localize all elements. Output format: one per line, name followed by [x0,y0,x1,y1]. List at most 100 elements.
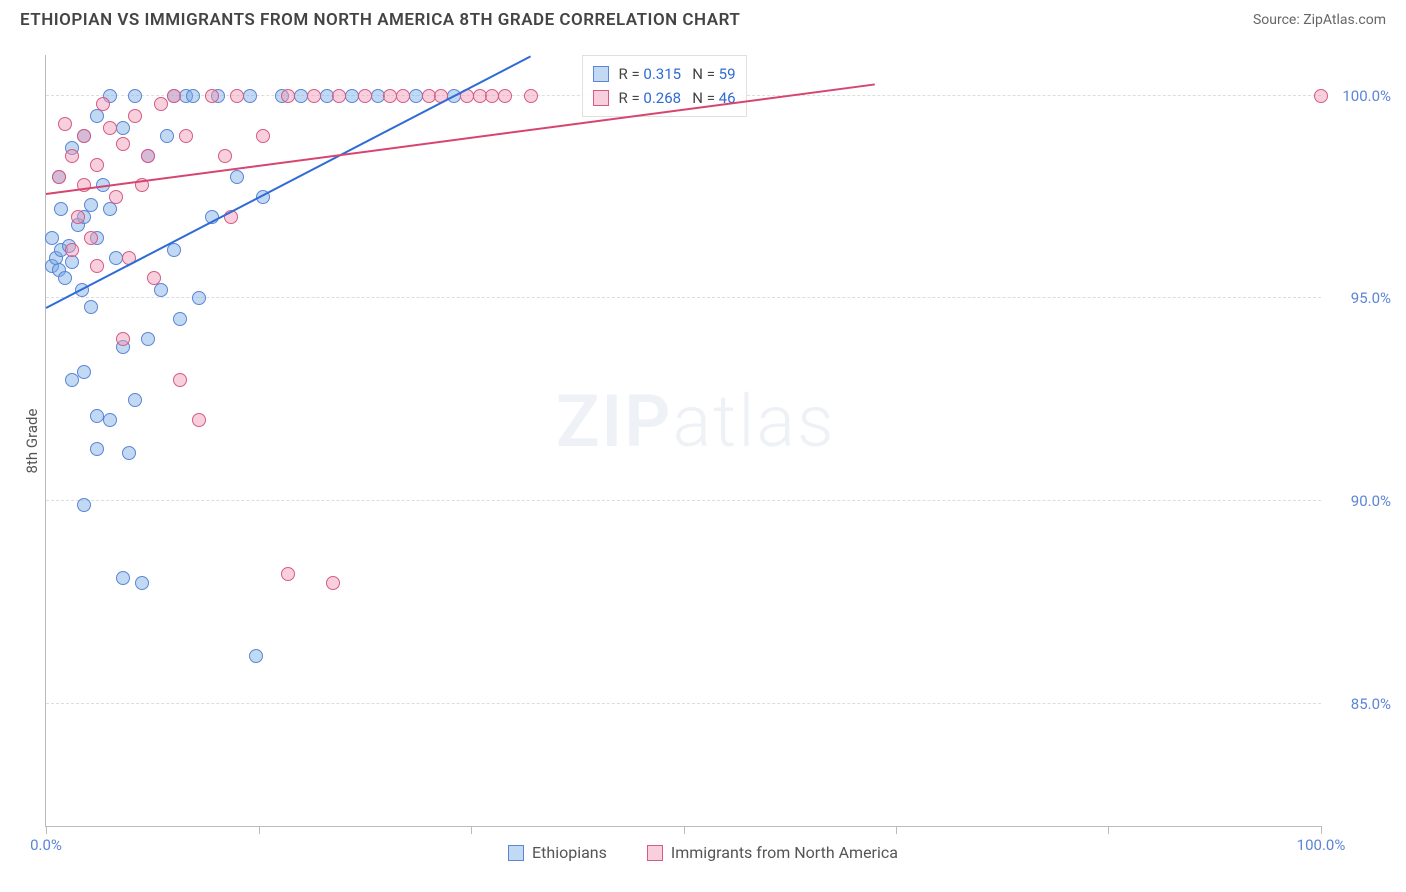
scatter-point [326,576,340,590]
scatter-point [230,89,244,103]
y-axis-label: 8th Grade [23,409,41,474]
scatter-point [116,332,130,346]
scatter-point [84,231,98,245]
x-tick [259,826,260,834]
scatter-point [154,97,168,111]
scatter-point [167,89,181,103]
scatter-point [103,202,117,216]
stats-row: R = 0.315 N = 59 [593,62,736,86]
source-attribution: Source: ZipAtlas.com [1253,12,1386,28]
legend-swatch [647,845,663,861]
bottom-legend: Ethiopians Immigrants from North America [0,843,1406,862]
scatter-point [109,190,123,204]
scatter-point [1314,89,1328,103]
scatter-point [65,149,79,163]
stats-text: R = 0.315 N = 59 [619,62,736,86]
scatter-point [256,129,270,143]
scatter-point [116,121,130,135]
scatter-point [90,442,104,456]
scatter-point [173,373,187,387]
scatter-point [84,300,98,314]
scatter-point [103,413,117,427]
scatter-point [77,129,91,143]
scatter-point [147,271,161,285]
legend-label: Immigrants from North America [671,843,898,862]
y-tick-label: 90.0% [1351,492,1391,510]
scatter-point [230,170,244,184]
chart-title: ETHIOPIAN VS IMMIGRANTS FROM NORTH AMERI… [20,10,740,30]
series-swatch [593,66,609,82]
scatter-point [54,202,68,216]
scatter-point [307,89,321,103]
source-prefix: Source: [1253,12,1303,28]
series-swatch [593,90,609,106]
x-tick [684,826,685,834]
x-tick [46,826,47,834]
y-tick-label: 95.0% [1351,289,1391,307]
stats-text: R = 0.268 N = 46 [619,86,736,110]
scatter-point [71,210,85,224]
scatter-point [179,129,193,143]
legend-item: Ethiopians [508,843,607,862]
scatter-point [103,121,117,135]
watermark-zip: ZIP [556,379,672,464]
scatter-point [58,271,72,285]
scatter-point [141,332,155,346]
scatter-point [358,89,372,103]
scatter-point [65,243,79,257]
watermark: ZIPatlas [556,379,836,464]
plot-area: ZIPatlas 85.0%90.0%95.0%100.0%0.0%100.0%… [45,55,1321,827]
scatter-point [128,89,142,103]
legend-label: Ethiopians [532,843,607,862]
scatter-point [141,149,155,163]
scatter-point [45,231,59,245]
scatter-point [128,393,142,407]
scatter-point [396,89,410,103]
scatter-point [524,89,538,103]
source-name: ZipAtlas.com [1303,12,1386,28]
scatter-point [90,109,104,123]
scatter-point [281,567,295,581]
scatter-point [186,89,200,103]
scatter-point [192,413,206,427]
scatter-point [281,89,295,103]
scatter-point [122,446,136,460]
stats-box: R = 0.315 N = 59R = 0.268 N = 46 [582,55,747,117]
x-tick [471,826,472,834]
gridline [46,703,1321,704]
x-tick [1108,826,1109,834]
scatter-point [173,312,187,326]
x-tick [896,826,897,834]
scatter-point [90,158,104,172]
gridline [46,500,1321,501]
scatter-point [243,89,257,103]
scatter-point [128,109,142,123]
scatter-point [135,576,149,590]
legend-swatch [508,845,524,861]
chart-container: 8th Grade ZIPatlas 85.0%90.0%95.0%100.0%… [45,55,1321,827]
scatter-point [205,89,219,103]
scatter-point [154,283,168,297]
scatter-point [498,89,512,103]
scatter-point [84,198,98,212]
scatter-point [58,117,72,131]
scatter-point [96,97,110,111]
scatter-point [160,129,174,143]
scatter-point [192,291,206,305]
y-tick-label: 100.0% [1342,87,1391,105]
x-tick [1321,826,1322,834]
scatter-point [65,373,79,387]
gridline [46,297,1321,298]
scatter-point [90,259,104,273]
scatter-point [218,149,232,163]
scatter-point [77,365,91,379]
y-tick-label: 85.0% [1351,695,1391,713]
scatter-point [77,498,91,512]
scatter-point [52,170,66,184]
scatter-point [332,89,346,103]
scatter-point [65,255,79,269]
scatter-point [116,137,130,151]
scatter-point [249,649,263,663]
legend-item: Immigrants from North America [647,843,898,862]
watermark-atlas: atlas [672,379,835,464]
